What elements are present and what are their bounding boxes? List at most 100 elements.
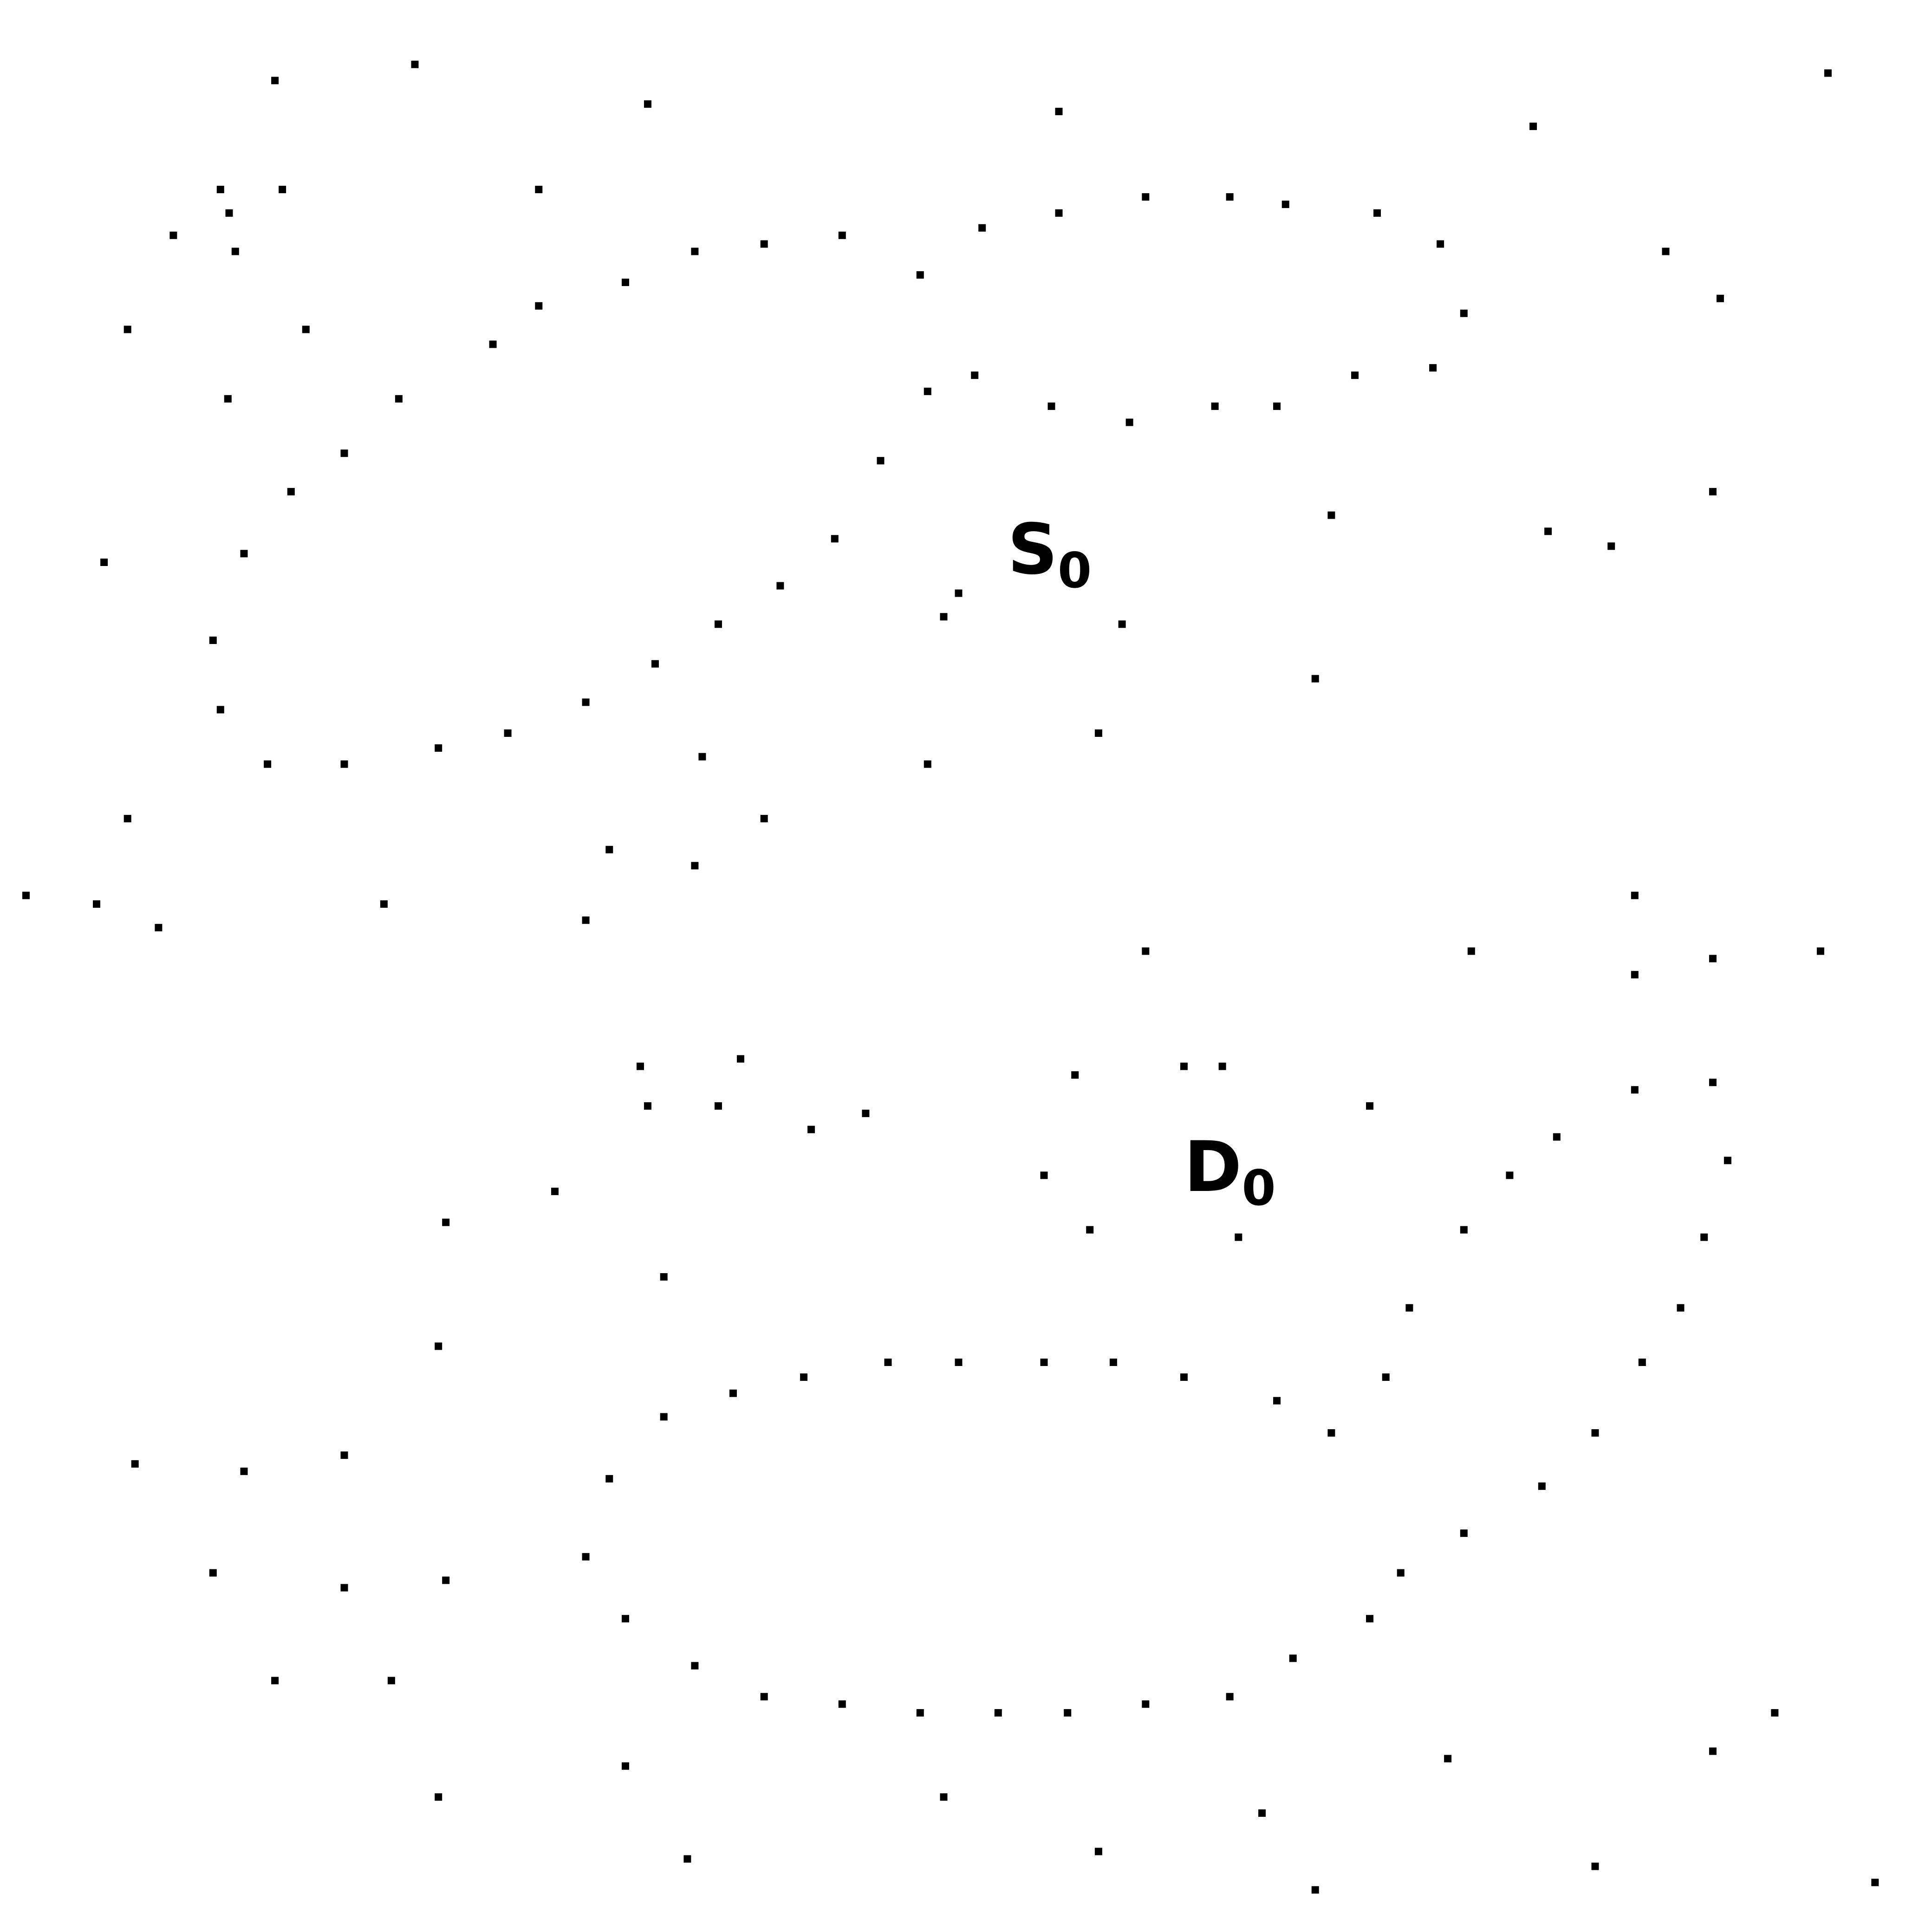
dot [831, 535, 839, 543]
dot [605, 846, 613, 853]
dot [1460, 309, 1468, 317]
dot [1716, 294, 1724, 302]
dot [1467, 947, 1475, 955]
dot [1258, 1809, 1266, 1817]
dot [1444, 1755, 1452, 1763]
dot [1700, 1233, 1708, 1241]
dot [582, 698, 590, 706]
dot [1273, 402, 1281, 410]
dot [1327, 1429, 1335, 1437]
dot [715, 1102, 722, 1110]
dot [1771, 1709, 1779, 1717]
dot [435, 1342, 442, 1350]
dot [1226, 1693, 1234, 1701]
dot [340, 760, 348, 768]
dot [916, 1709, 924, 1717]
label-d0-main: D [1184, 1127, 1242, 1208]
dot [1064, 1709, 1072, 1717]
label-d0: D0 [1184, 1127, 1276, 1216]
dot [800, 1373, 808, 1381]
dot [1591, 1429, 1599, 1437]
dot [1366, 1615, 1373, 1623]
dot [1109, 1359, 1117, 1366]
dot [1506, 1171, 1514, 1179]
dot [231, 247, 239, 255]
dot [1662, 247, 1670, 255]
dot [1047, 402, 1055, 410]
dot [1538, 1482, 1546, 1490]
dot [551, 1187, 559, 1195]
dot [240, 550, 248, 558]
dot [124, 325, 131, 333]
dot [1437, 240, 1444, 248]
dot [940, 1793, 948, 1801]
dot [1351, 371, 1359, 379]
dot [644, 100, 651, 108]
dot [1382, 1373, 1390, 1381]
dot [224, 395, 232, 403]
dot [340, 449, 348, 457]
dot [1460, 1226, 1468, 1234]
dot [971, 371, 979, 379]
dot [1142, 193, 1150, 201]
dot [442, 1576, 450, 1584]
dot [1373, 209, 1381, 217]
dot [302, 325, 310, 333]
dot [737, 1055, 744, 1063]
label-s0-main: S [1008, 509, 1058, 590]
dot [1607, 542, 1615, 550]
dot [216, 186, 224, 194]
dot [131, 1460, 139, 1468]
dot [1397, 1569, 1405, 1577]
dot [1631, 971, 1639, 979]
dot [691, 247, 699, 255]
dot [1311, 675, 1319, 683]
dot [1709, 1747, 1717, 1755]
dot [884, 1359, 892, 1366]
label-d0-subscript: 0 [1242, 1160, 1276, 1216]
dot [691, 862, 699, 870]
dot-field [22, 60, 1879, 1894]
dot [1118, 620, 1126, 628]
dot [1094, 1847, 1102, 1855]
dot [1273, 1397, 1281, 1405]
dot [760, 815, 768, 823]
dot [1218, 1062, 1226, 1070]
dot [1281, 201, 1289, 208]
dot [395, 395, 403, 403]
dot [1040, 1171, 1048, 1179]
dot [691, 1662, 699, 1670]
dot [1180, 1373, 1188, 1381]
dot [637, 1062, 644, 1070]
dot [838, 231, 846, 239]
dot [1211, 402, 1219, 410]
dot [387, 1677, 395, 1685]
dot [1677, 1304, 1685, 1312]
dot [622, 1615, 629, 1623]
dot [1429, 364, 1437, 372]
dot [582, 1553, 590, 1561]
dot [22, 891, 30, 899]
dot [877, 457, 885, 465]
dot [535, 186, 543, 194]
dot [271, 1677, 279, 1685]
dot [169, 231, 177, 239]
dot [1638, 1359, 1646, 1366]
dot [916, 271, 924, 279]
dot [1327, 511, 1335, 519]
dot [209, 1569, 217, 1577]
dot [660, 1413, 668, 1421]
dot [622, 1762, 629, 1770]
dot [1529, 123, 1537, 130]
dot [225, 209, 233, 217]
dot [924, 760, 931, 768]
dot [1871, 1879, 1879, 1886]
dot [1142, 1700, 1150, 1708]
dot [807, 1125, 815, 1133]
dot [279, 186, 286, 194]
dot [216, 706, 224, 714]
dot [978, 224, 986, 232]
dot [729, 1389, 737, 1397]
